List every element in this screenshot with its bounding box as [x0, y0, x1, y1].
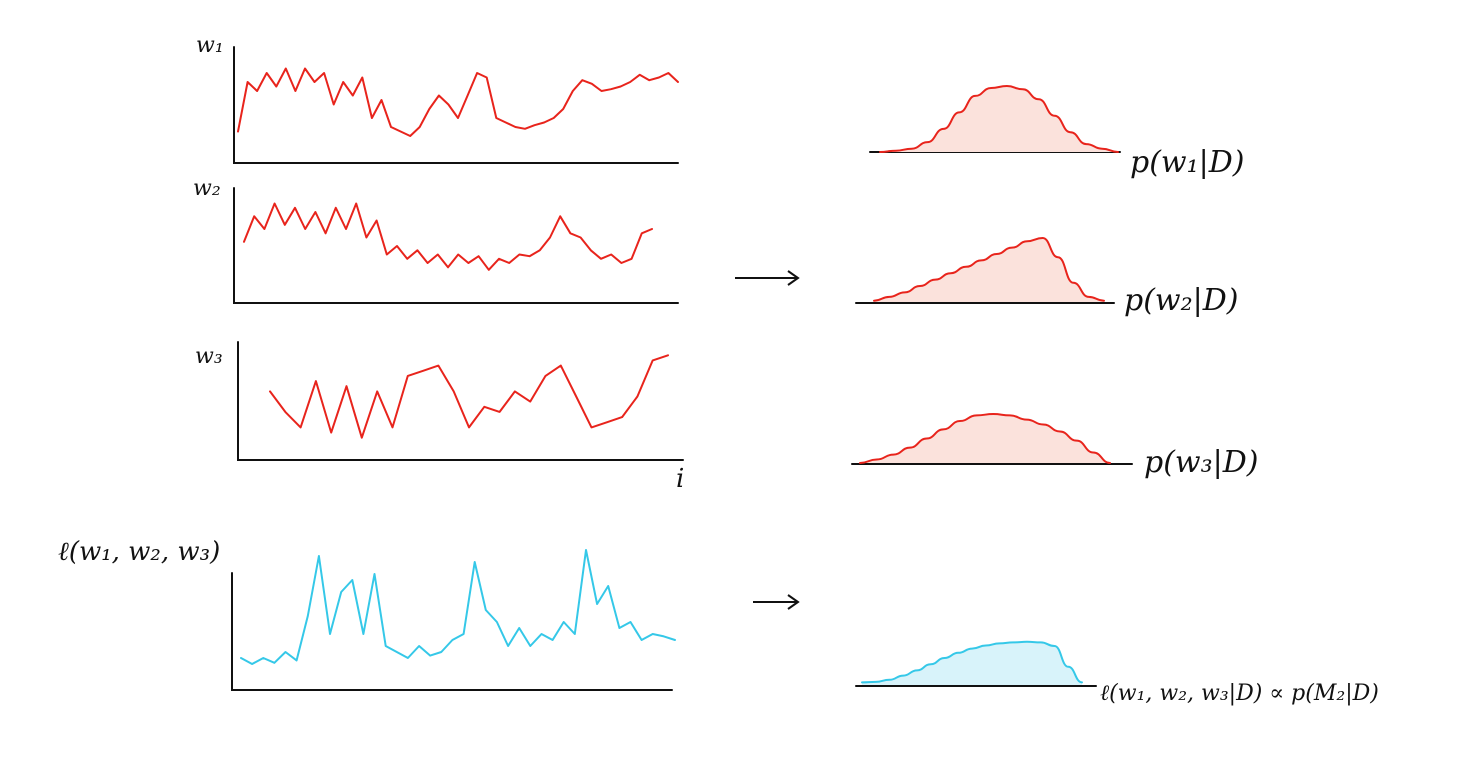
trace-line-w2 [243, 202, 653, 271]
trace-axes-likelihood [231, 572, 673, 691]
trace-label-w2: w₂ [193, 176, 221, 201]
likelihood-posterior-curve [861, 640, 1083, 684]
trace-axes-w3 [237, 341, 684, 461]
posterior-area-w1 [880, 86, 1118, 152]
posterior-curve-w3 [859, 413, 1111, 464]
posterior-label-w1: p(w₁|D) [1130, 145, 1244, 180]
likelihood-trace-line [240, 549, 676, 665]
posterior-curve-w1 [879, 85, 1119, 153]
posterior-label-w2: p(w₂|D) [1124, 283, 1238, 318]
trace-label-w3: w₃ [195, 344, 223, 369]
trace-line-w3 [269, 354, 669, 439]
likelihood-posterior-area [862, 641, 1082, 685]
arrow-icon [735, 270, 800, 286]
trace-axes-w1 [233, 46, 679, 164]
posterior-area-w2 [874, 238, 1104, 302]
likelihood-posterior-label: ℓ(w₁, w₂, w₃|D) ∝ p(M₂|D) [1100, 681, 1379, 706]
trace-label-w1: w₁ [196, 33, 224, 58]
x-axis-label: i [676, 464, 684, 494]
posterior-curve-w2 [873, 237, 1105, 302]
trace-line-w1 [237, 67, 679, 137]
posterior-label-w3: p(w₃|D) [1144, 445, 1258, 480]
likelihood-trace-label: ℓ(w₁, w₂, w₃) [58, 537, 220, 567]
arrow-icon [753, 594, 800, 610]
trace-axes-w2 [233, 187, 679, 304]
